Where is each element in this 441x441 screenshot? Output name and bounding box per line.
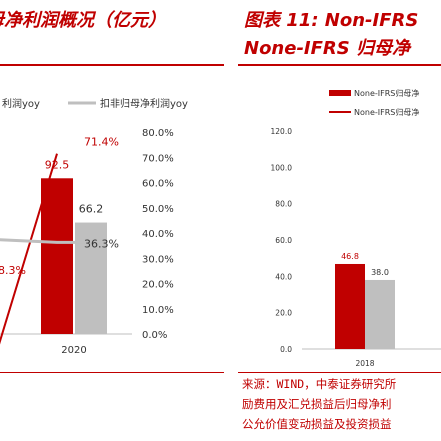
left-legend-label-nonrecurring: 扣非归母净利润yoy xyxy=(100,97,188,110)
y2-tick-4: 40.0% xyxy=(142,229,174,240)
left-panel: 母净利润概况（亿元） 利润yoy 扣非归母净利润yoy 92.5 66.2 71.4… xyxy=(0,10,224,373)
y-tick-2: 80.0 xyxy=(275,200,292,209)
right-x-tick-2018: 2018 xyxy=(355,359,374,368)
left-chart: 利润yoy 扣非归母净利润yoy 92.5 66.2 71.4% 36.3% 8.3% 2… xyxy=(0,97,188,356)
y2-tick-0: 80.0% xyxy=(142,128,174,139)
y2-tick-1: 70.0% xyxy=(142,153,174,164)
bar-value-label-gray: 66.2 xyxy=(79,203,104,216)
line-value-label-profit: 71.4% xyxy=(84,136,119,149)
y2-tick-8: 0.0% xyxy=(142,330,167,341)
right-chart: None-IFRS归母净 None-IFRS归母净 120.0 100.0 80.0… xyxy=(271,88,441,368)
y2-tick-5: 30.0% xyxy=(142,254,174,265)
line-value-label-nonrecurring: 36.3% xyxy=(84,237,119,250)
y-tick-0: 120.0 xyxy=(271,127,293,136)
y-tick-4: 40.0 xyxy=(275,272,292,281)
left-legend-label-profit: 利润yoy xyxy=(2,97,40,110)
right-legend-label-line: None-IFRS归母净 xyxy=(354,107,419,117)
right-chart-subtitle: None-IFRS 归母净 xyxy=(244,38,411,59)
y-tick-3: 60.0 xyxy=(275,236,292,245)
right-legend-swatch-bar xyxy=(329,90,351,96)
bar-value-label-red: 92.5 xyxy=(45,158,70,171)
right-chart-title: 图表 11: Non-IFRS xyxy=(244,10,419,31)
left-plot-area: 92.5 66.2 71.4% 36.3% 8.3% 2020 80.0% 70.0% 60.0… xyxy=(0,128,174,356)
right-panel: 图表 11: Non-IFRS None-IFRS 归母净 None-IFRS归… xyxy=(232,0,441,441)
y2-tick-3: 50.0% xyxy=(142,204,174,215)
right-bottom-rule xyxy=(238,372,441,373)
y-tick-5: 20.0 xyxy=(275,309,292,318)
source-note-line-3: 公允价值变动损益及投资损益 xyxy=(242,417,392,431)
right-plot-area: 120.0 100.0 80.0 60.0 40.0 20.0 0.0 46.8 38.0 201… xyxy=(271,127,441,368)
x-tick-2020: 2020 xyxy=(61,345,86,356)
line-series-profit-yoy xyxy=(0,153,58,345)
line-series-nonrecurring-yoy xyxy=(0,238,107,244)
y-tick-1: 100.0 xyxy=(271,163,293,172)
left-legend: 利润yoy 扣非归母净利润yoy xyxy=(2,97,188,110)
right-bar-2018-1 xyxy=(365,279,395,349)
right-title-rule xyxy=(238,64,441,66)
left-bottom-rule xyxy=(0,372,224,373)
y2-tick-7: 10.0% xyxy=(142,305,174,316)
right-bar-value-gray: 38.0 xyxy=(371,268,389,277)
y2-tick-2: 60.0% xyxy=(142,179,174,190)
line-value-label-partial: 8.3% xyxy=(0,264,26,277)
left-chart-title: 母净利润概况（亿元） xyxy=(0,10,166,31)
right-legend: None-IFRS归母净 None-IFRS归母净 xyxy=(329,88,419,117)
y-tick-6: 0.0 xyxy=(280,345,292,354)
bar-2020-0 xyxy=(41,178,73,334)
y2-tick-6: 20.0% xyxy=(142,280,174,291)
right-bar-2018-0 xyxy=(335,263,365,349)
source-note-line-1: 来源：WIND，中泰证券研究所 xyxy=(242,377,397,391)
right-legend-label-bar: None-IFRS归母净 xyxy=(354,88,419,98)
left-title-rule xyxy=(0,64,224,66)
source-note-line-2: 励费用及汇兑损益后归母净利 xyxy=(242,397,392,411)
right-bar-value-red: 46.8 xyxy=(341,252,359,261)
